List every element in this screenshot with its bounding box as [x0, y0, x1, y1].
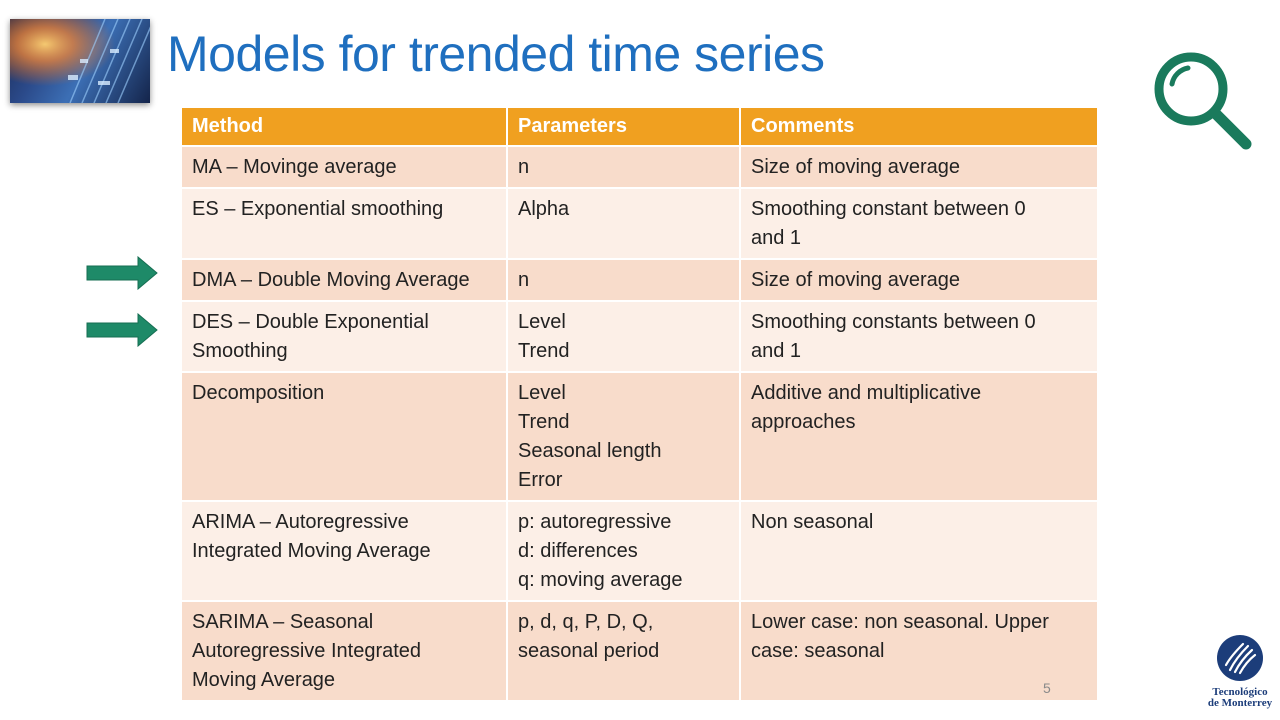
arrow-right-icon: [86, 256, 158, 290]
parameters-cell: Alpha: [507, 188, 741, 260]
table-row: DES – Double Exponential Smoothing Level…: [182, 301, 1099, 373]
table-row: SARIMA – Seasonal Autoregressive Integra…: [182, 601, 1099, 702]
method-cell: DMA – Double Moving Average: [182, 259, 508, 302]
column-header-method: Method: [182, 108, 508, 147]
table-header-row: Method Parameters Comments: [182, 108, 1099, 147]
comments-cell: Size of moving average: [740, 146, 1099, 189]
tec-de-monterrey-logo: Tecnológico de Monterrey: [1204, 634, 1276, 709]
comments-cell: Lower case: non seasonal. Upper case: se…: [740, 601, 1099, 702]
logo-emblem-icon: [1217, 635, 1263, 681]
comments-cell: Smoothing constant between 0 and 1: [740, 188, 1099, 260]
column-header-parameters: Parameters: [507, 108, 741, 147]
parameters-cell: Level Trend Seasonal length Error: [507, 372, 741, 502]
table-row: MA – Movinge average n Size of moving av…: [182, 146, 1099, 189]
method-cell: ES – Exponential smoothing: [182, 188, 508, 260]
method-cell: Decomposition: [182, 372, 508, 502]
comments-cell: Non seasonal: [740, 501, 1099, 602]
parameters-cell: n: [507, 259, 741, 302]
comments-cell: Size of moving average: [740, 259, 1099, 302]
parameters-cell: p, d, q, P, D, Q, seasonal period: [507, 601, 741, 702]
table-row: Decomposition Level Trend Seasonal lengt…: [182, 372, 1099, 502]
table-row: ES – Exponential smoothing Alpha Smoothi…: [182, 188, 1099, 260]
comments-cell: Additive and multiplicative approaches: [740, 372, 1099, 502]
header-thumbnail-image: [10, 19, 150, 103]
comments-cell: Smoothing constants between 0 and 1: [740, 301, 1099, 373]
method-cell: DES – Double Exponential Smoothing: [182, 301, 508, 373]
method-cell: MA – Movinge average: [182, 146, 508, 189]
slide-title: Models for trended time series: [167, 26, 825, 82]
search-icon: [1154, 52, 1252, 150]
parameters-cell: p: autoregressive d: differences q: movi…: [507, 501, 741, 602]
arrow-right-icon: [86, 313, 158, 347]
table-row: DMA – Double Moving Average n Size of mo…: [182, 259, 1099, 302]
models-table: Method Parameters Comments MA – Movinge …: [182, 108, 1099, 702]
logo-wordmark: Tecnológico de Monterrey: [1207, 686, 1273, 709]
column-header-comments: Comments: [740, 108, 1099, 147]
method-cell: ARIMA – Autoregressive Integrated Moving…: [182, 501, 508, 602]
method-cell: SARIMA – Seasonal Autoregressive Integra…: [182, 601, 508, 702]
page-number: 5: [1043, 680, 1051, 696]
parameters-cell: n: [507, 146, 741, 189]
parameters-cell: Level Trend: [507, 301, 741, 373]
table-row: ARIMA – Autoregressive Integrated Moving…: [182, 501, 1099, 602]
